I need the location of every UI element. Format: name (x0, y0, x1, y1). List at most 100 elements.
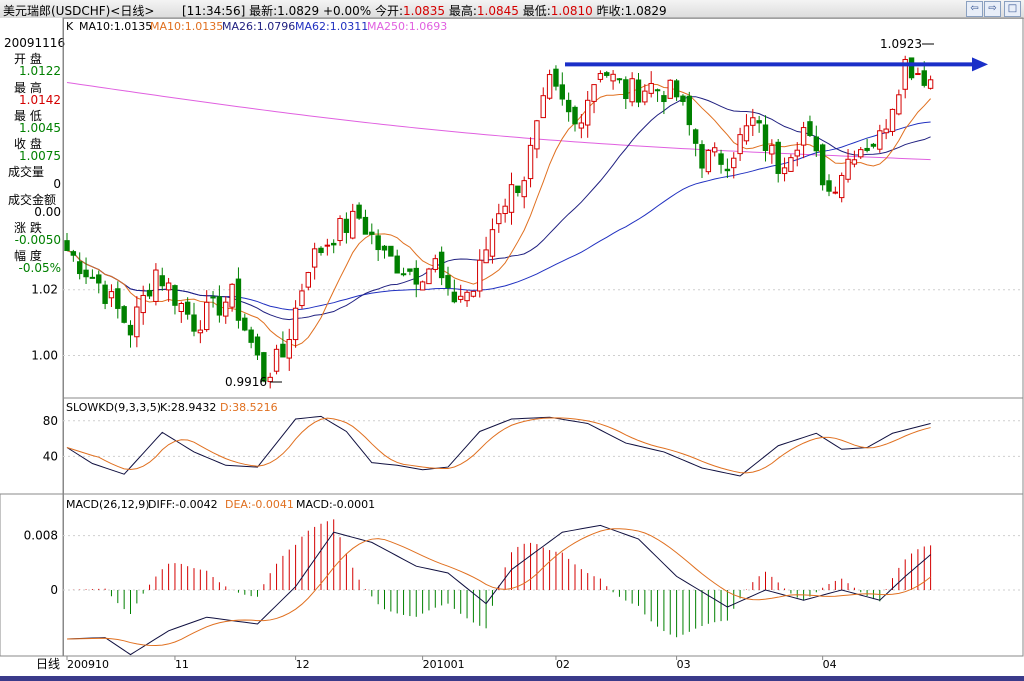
candle-body (134, 306, 140, 338)
macd-tick-label: 0.008 (24, 529, 58, 543)
candle-body (419, 281, 426, 291)
candle-body (794, 149, 800, 157)
candle-body (877, 130, 883, 150)
candle-body (102, 284, 108, 304)
expand-icon[interactable]: □ (1004, 1, 1021, 17)
xaxis-tick-label: 04 (823, 658, 837, 671)
candle-body (242, 317, 248, 331)
candle-body (750, 117, 756, 126)
price-annotations: 1.0923 0.9916 (225, 37, 934, 389)
candle-body (350, 210, 356, 239)
change-value: +0.00% (322, 4, 372, 18)
high-annotation: 1.0923 (880, 37, 922, 51)
info-date: 20091116 (4, 36, 66, 50)
legend-ma26: MA26:1.0796 (222, 20, 295, 33)
candle-body (864, 147, 870, 151)
status-strip (0, 676, 1024, 681)
candle-body (565, 99, 572, 113)
candle-body (648, 83, 654, 94)
candle-body (286, 339, 292, 359)
candle-body (680, 95, 686, 102)
candle-body (673, 80, 680, 98)
candle-body (83, 269, 89, 278)
xaxis-tick-label: 200910 (67, 658, 109, 671)
kd-d-line (66, 417, 931, 474)
window-title: 美元瑞郎(USDCHF)<日线> (3, 4, 155, 18)
back-arrow-icon[interactable]: ⇦ (966, 1, 983, 17)
candle-body (654, 89, 661, 92)
candle-body (775, 141, 781, 174)
candle-body (483, 249, 489, 264)
candle-body (515, 185, 521, 194)
candle-body (642, 90, 648, 103)
candle-body (502, 205, 508, 215)
candle-body (604, 72, 610, 76)
candle-body (337, 217, 343, 242)
prev-value: 1.0829 (624, 4, 667, 18)
candle-body (64, 240, 70, 252)
candle-body (273, 348, 280, 372)
info-range-value: -0.05% (18, 261, 61, 275)
candle-body (800, 127, 807, 146)
open-label: 今开: (374, 4, 404, 18)
candle-body (477, 259, 483, 292)
candle-body (807, 121, 813, 136)
candle-body (375, 235, 381, 251)
xaxis-tick-label: 11 (175, 658, 189, 671)
candle-body (127, 324, 134, 336)
candle-body (400, 273, 407, 276)
high-value: 1.0845 (476, 4, 519, 18)
resistance-arrow[interactable] (565, 57, 988, 72)
ma-legend: K MA10:1.0135 MA10:1.0135 MA26:1.0796 MA… (66, 20, 447, 33)
macd-panel: MACD(26,12,9) DIFF:-0.0042 DEA:-0.0041 M… (66, 498, 932, 656)
candle-body (902, 58, 908, 90)
info-open-value: 1.0122 (19, 64, 61, 78)
info-low-label: 最 低 (14, 109, 42, 123)
candle-body (77, 261, 83, 275)
info-panel: 20091116 开 盘 1.0122 最 高 1.0142 最 低 1.004… (0, 18, 66, 656)
candle-body (140, 294, 146, 314)
candle-body (915, 73, 921, 76)
candle-body (699, 144, 705, 169)
candle-body (362, 216, 369, 235)
candle-body (197, 329, 204, 334)
ma10-line (66, 83, 931, 347)
macd-dea-line (66, 528, 931, 646)
info-low-value: 1.0045 (19, 121, 61, 135)
candle-body (883, 128, 889, 134)
candle-body (172, 285, 178, 306)
candle-body (769, 144, 775, 155)
xaxis-tick-label: 12 (296, 658, 310, 671)
candle-body (686, 95, 692, 126)
candle-body (438, 251, 445, 279)
candle-body (115, 288, 121, 309)
ma26-line (66, 96, 931, 321)
info-amount-value: 0.00 (34, 205, 61, 219)
info-open-label: 开 盘 (14, 52, 42, 66)
candle-body (623, 79, 629, 100)
legend-ma62: MA62:1.0311 (295, 20, 368, 33)
candle-body (712, 147, 718, 153)
candle-body (692, 129, 699, 144)
candle-body (70, 251, 77, 256)
info-high-value: 1.0142 (19, 93, 61, 107)
candle-body (254, 336, 261, 356)
kd-legend-name: SLOWKD(9,3,3,5) (66, 401, 161, 414)
forward-arrow-icon[interactable]: ⇨ (984, 1, 1001, 17)
candle-body (591, 84, 597, 102)
candle-body (121, 306, 127, 323)
candle-body (451, 291, 458, 303)
candle-body (388, 245, 394, 257)
candle-body (407, 268, 413, 272)
candle-body (458, 295, 464, 300)
chart-frame (0, 17, 1024, 657)
candle-body (470, 290, 477, 297)
candle-body (178, 302, 185, 313)
candle-body (731, 157, 737, 169)
quote-strip: [11:34:56] 最新:1.0829 +0.00% 今开:1.0835 最高… (182, 2, 667, 19)
candle-body (432, 258, 439, 270)
candle-body (394, 255, 400, 274)
candle-body (534, 120, 540, 150)
candle-body (184, 301, 191, 315)
